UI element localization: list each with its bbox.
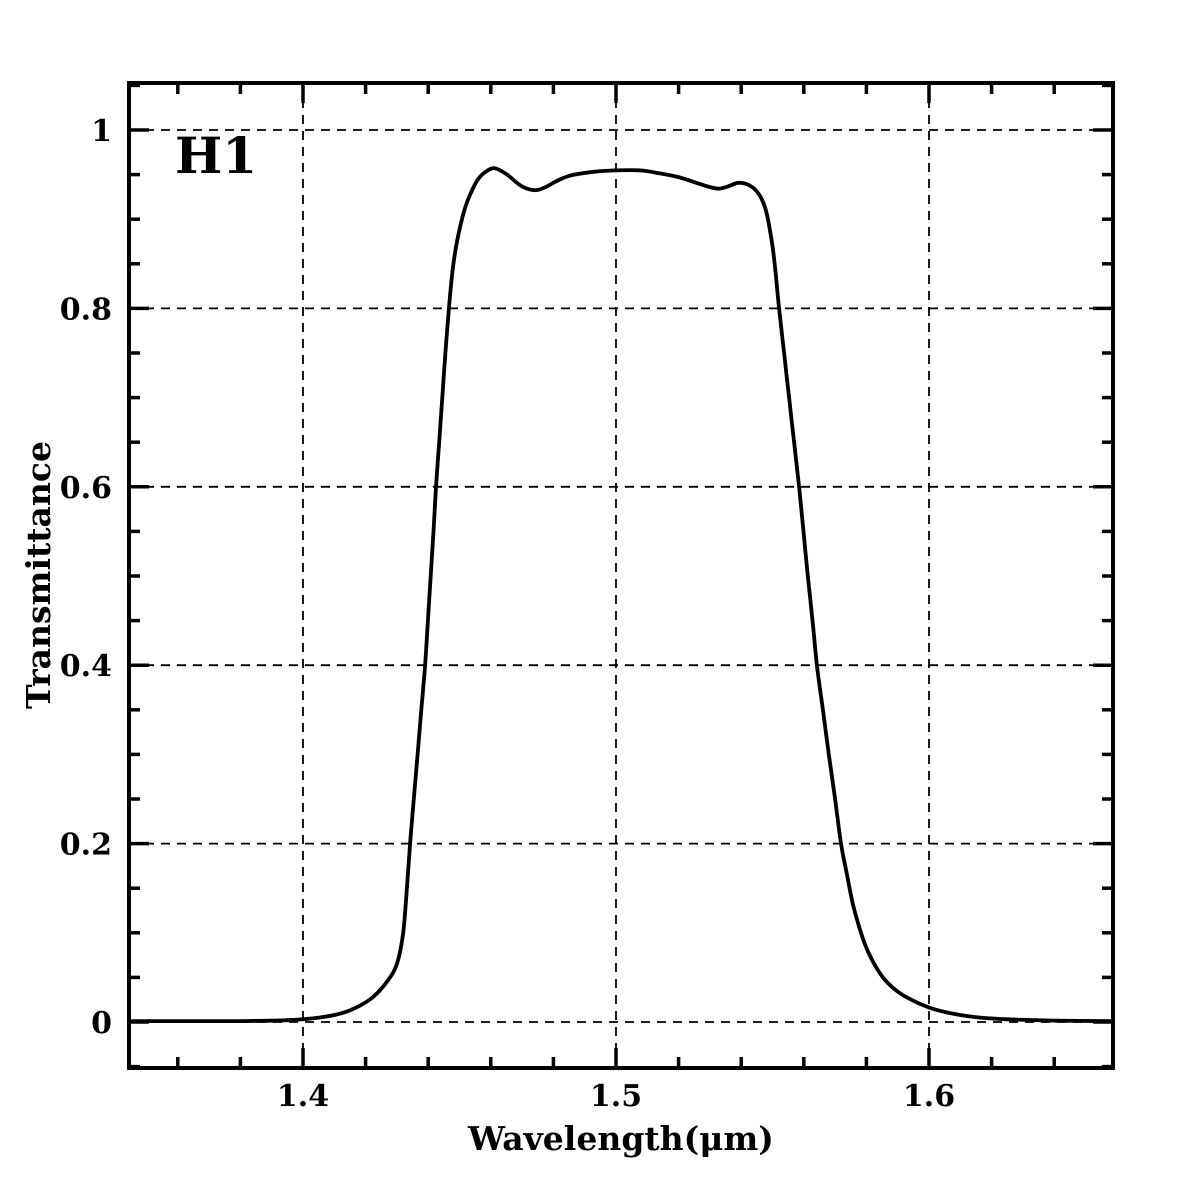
- x-tick-label: 1.6: [903, 1079, 955, 1114]
- transmittance-curve: [127, 166, 1115, 1024]
- y-tick-label: 0: [91, 1006, 112, 1041]
- y-tick-label: 0.4: [60, 649, 112, 684]
- y-tick-label: 0.6: [60, 471, 112, 506]
- y-tick-label: 1: [91, 114, 112, 149]
- grid-layer: [129, 83, 1113, 1068]
- x-tick-label: 1.5: [590, 1079, 642, 1114]
- y-tick-label: 0.2: [60, 828, 112, 863]
- x-axis-title: Wavelength(μm): [467, 1119, 774, 1158]
- y-axis-title: Transmittance: [19, 441, 58, 709]
- tick-labels-layer: 1.4 1.5 1.6 0 0.2 0.4 0.6 0.8 1: [60, 114, 955, 1114]
- x-tick-label: 1.4: [277, 1079, 329, 1114]
- series-title: H1: [175, 126, 257, 185]
- ticks-layer: [129, 83, 1113, 1069]
- y-tick-label: 0.8: [60, 292, 112, 327]
